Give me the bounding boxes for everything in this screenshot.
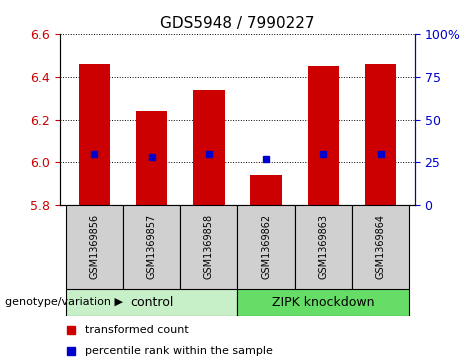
Bar: [193, 90, 225, 205]
Bar: [237, 205, 295, 289]
Text: percentile rank within the sample: percentile rank within the sample: [85, 346, 272, 356]
Text: GSM1369858: GSM1369858: [204, 214, 214, 280]
Title: GDS5948 / 7990227: GDS5948 / 7990227: [160, 16, 315, 30]
Bar: [123, 205, 180, 289]
Bar: [307, 66, 339, 205]
Bar: [250, 175, 282, 205]
Bar: [78, 64, 110, 205]
Text: GSM1369862: GSM1369862: [261, 214, 271, 280]
Bar: [136, 111, 167, 205]
Bar: [237, 289, 409, 316]
Text: GSM1369856: GSM1369856: [89, 214, 99, 280]
Text: GSM1369863: GSM1369863: [318, 214, 328, 280]
Bar: [365, 64, 396, 205]
Text: genotype/variation ▶: genotype/variation ▶: [5, 297, 123, 307]
Text: transformed count: transformed count: [85, 325, 189, 335]
Text: GSM1369864: GSM1369864: [376, 214, 385, 280]
Bar: [295, 205, 352, 289]
Bar: [180, 205, 237, 289]
Bar: [352, 205, 409, 289]
Text: ZIPK knockdown: ZIPK knockdown: [272, 296, 374, 309]
Text: control: control: [130, 296, 173, 309]
Bar: [65, 289, 237, 316]
Text: GSM1369857: GSM1369857: [147, 214, 157, 280]
Bar: [65, 205, 123, 289]
